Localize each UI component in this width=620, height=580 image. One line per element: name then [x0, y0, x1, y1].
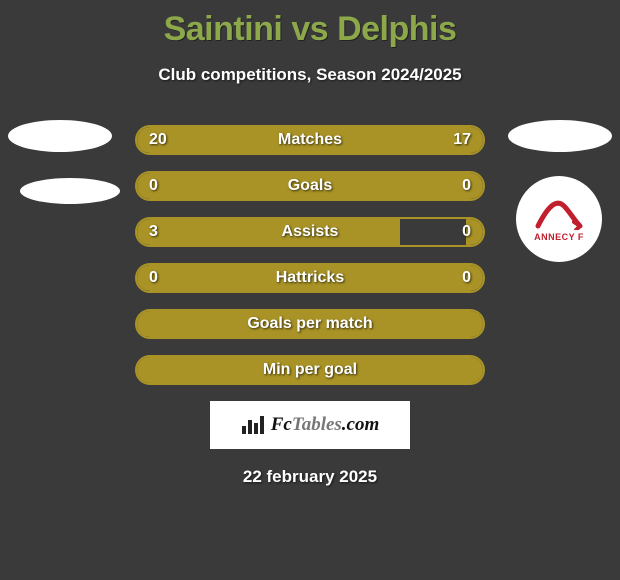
stat-value-right: 17 — [453, 127, 471, 153]
stat-value-right: 0 — [462, 219, 471, 245]
stat-value-left: 0 — [149, 265, 158, 291]
stat-value-right: 0 — [462, 265, 471, 291]
brand-text: FcTables.com — [271, 414, 380, 436]
brand-bars-icon — [241, 414, 267, 436]
stat-value-left: 0 — [149, 173, 158, 199]
team-left-badge-2 — [20, 178, 120, 204]
brand-box: FcTables.com — [210, 401, 410, 449]
team-left-badge-1 — [8, 120, 112, 152]
stat-value-right: 0 — [462, 173, 471, 199]
footer-date: 22 february 2025 — [0, 467, 620, 487]
stat-label: Assists — [137, 219, 483, 245]
stat-row: Matches20 17 — [135, 125, 485, 155]
annecy-logo-icon — [534, 196, 584, 230]
brand-prefix: Fc — [271, 414, 292, 435]
page-title: Saintini vs Delphis — [0, 0, 620, 49]
stat-label: Matches — [137, 127, 483, 153]
stat-row: Goals per match — [135, 309, 485, 339]
brand-suffix: .com — [342, 414, 379, 435]
stat-row: Hattricks0 0 — [135, 263, 485, 293]
team-right-badge-1 — [508, 120, 612, 152]
stat-row: Min per goal — [135, 355, 485, 385]
stat-value-left: 3 — [149, 219, 158, 245]
stat-row: Goals0 0 — [135, 171, 485, 201]
stat-label: Goals — [137, 173, 483, 199]
stat-value-left: 20 — [149, 127, 167, 153]
brand-name: Tables — [292, 414, 342, 435]
stat-label: Goals per match — [137, 311, 483, 337]
stat-label: Hattricks — [137, 265, 483, 291]
annecy-label: ANNECY F — [534, 232, 584, 242]
season-subtitle: Club competitions, Season 2024/2025 — [0, 65, 620, 85]
stats-bars: Matches2017Goals00Assists30Hattricks00Go… — [135, 125, 485, 385]
stat-label: Min per goal — [137, 357, 483, 383]
stat-row: Assists3 0 — [135, 217, 485, 247]
team-right-badge-2: ANNECY F — [516, 176, 602, 262]
